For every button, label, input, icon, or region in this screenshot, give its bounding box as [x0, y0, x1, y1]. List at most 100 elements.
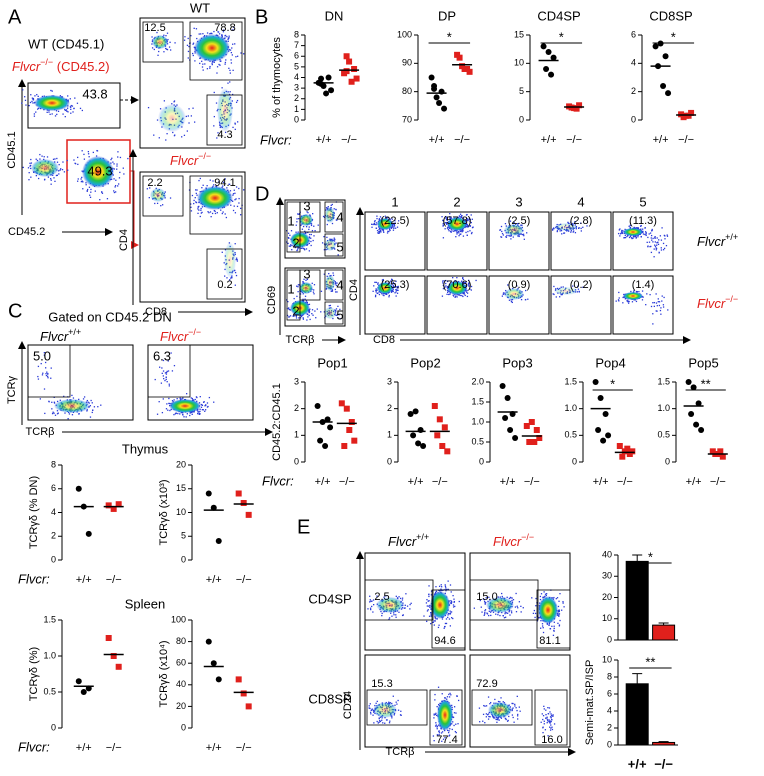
event	[462, 278, 465, 281]
event	[435, 714, 438, 717]
label: 4	[336, 277, 343, 292]
event	[191, 413, 193, 415]
event	[377, 282, 379, 284]
event	[487, 718, 490, 720]
event	[32, 102, 34, 104]
event	[200, 212, 202, 214]
event	[163, 34, 165, 36]
event	[489, 611, 492, 613]
event	[661, 300, 663, 302]
event	[238, 197, 240, 200]
event	[191, 52, 194, 55]
event	[217, 31, 219, 33]
event	[53, 401, 56, 403]
event	[316, 308, 318, 310]
event	[236, 121, 239, 123]
event	[293, 315, 295, 317]
density	[430, 591, 450, 619]
event	[396, 597, 399, 599]
event	[48, 111, 50, 113]
event	[297, 231, 299, 233]
event	[448, 693, 450, 696]
event	[482, 713, 485, 716]
event	[457, 230, 460, 233]
event	[538, 617, 540, 619]
event	[118, 177, 121, 179]
event	[410, 602, 412, 604]
event	[453, 724, 455, 727]
genotype: −/−	[40, 57, 53, 67]
event	[187, 57, 189, 59]
event	[515, 592, 517, 595]
event	[481, 611, 483, 613]
event	[645, 304, 647, 306]
event	[326, 275, 328, 277]
event	[649, 246, 651, 248]
flow-plot	[364, 654, 466, 748]
panel-letter: A	[8, 6, 22, 28]
event	[197, 208, 199, 210]
event	[310, 224, 313, 227]
event	[508, 299, 511, 301]
event	[545, 594, 547, 597]
density	[324, 307, 336, 319]
event	[377, 292, 379, 294]
event	[469, 288, 471, 290]
event	[657, 298, 659, 300]
event	[574, 232, 577, 234]
event	[549, 716, 552, 718]
event	[433, 620, 435, 622]
label: 78.8	[214, 22, 235, 34]
event	[532, 612, 535, 615]
event	[227, 38, 229, 41]
event	[463, 282, 465, 284]
event	[541, 623, 544, 625]
event	[337, 254, 339, 256]
label: 5.0	[33, 348, 51, 363]
event	[653, 256, 655, 258]
event	[58, 163, 60, 166]
event	[426, 610, 429, 612]
label: WT	[190, 0, 210, 15]
event	[448, 696, 451, 698]
event	[287, 242, 289, 245]
event	[465, 291, 468, 293]
event	[442, 280, 444, 282]
event	[191, 194, 194, 197]
event	[55, 174, 58, 177]
event	[165, 47, 167, 50]
event	[211, 212, 214, 215]
density	[194, 34, 230, 62]
event	[456, 231, 458, 234]
event	[377, 232, 379, 234]
event	[453, 295, 455, 297]
genotype: −/−	[725, 294, 738, 304]
event	[106, 198, 109, 200]
event	[663, 234, 666, 237]
event	[500, 717, 503, 719]
event	[466, 219, 468, 221]
density	[554, 223, 578, 231]
event	[67, 111, 69, 113]
event	[199, 57, 201, 60]
plot-frame	[426, 275, 488, 335]
event	[389, 229, 391, 232]
event	[323, 249, 326, 251]
event	[541, 625, 544, 627]
event	[483, 614, 485, 616]
event	[648, 241, 651, 243]
event	[204, 63, 206, 65]
event	[92, 151, 94, 154]
event	[471, 231, 473, 234]
event	[511, 702, 513, 705]
event	[287, 300, 289, 303]
event	[197, 212, 199, 215]
event	[467, 284, 470, 286]
gate	[27, 344, 71, 398]
event	[47, 377, 49, 379]
event	[296, 285, 298, 287]
event	[493, 717, 495, 719]
label: 1	[391, 194, 398, 209]
event	[655, 310, 657, 312]
event	[560, 286, 562, 288]
